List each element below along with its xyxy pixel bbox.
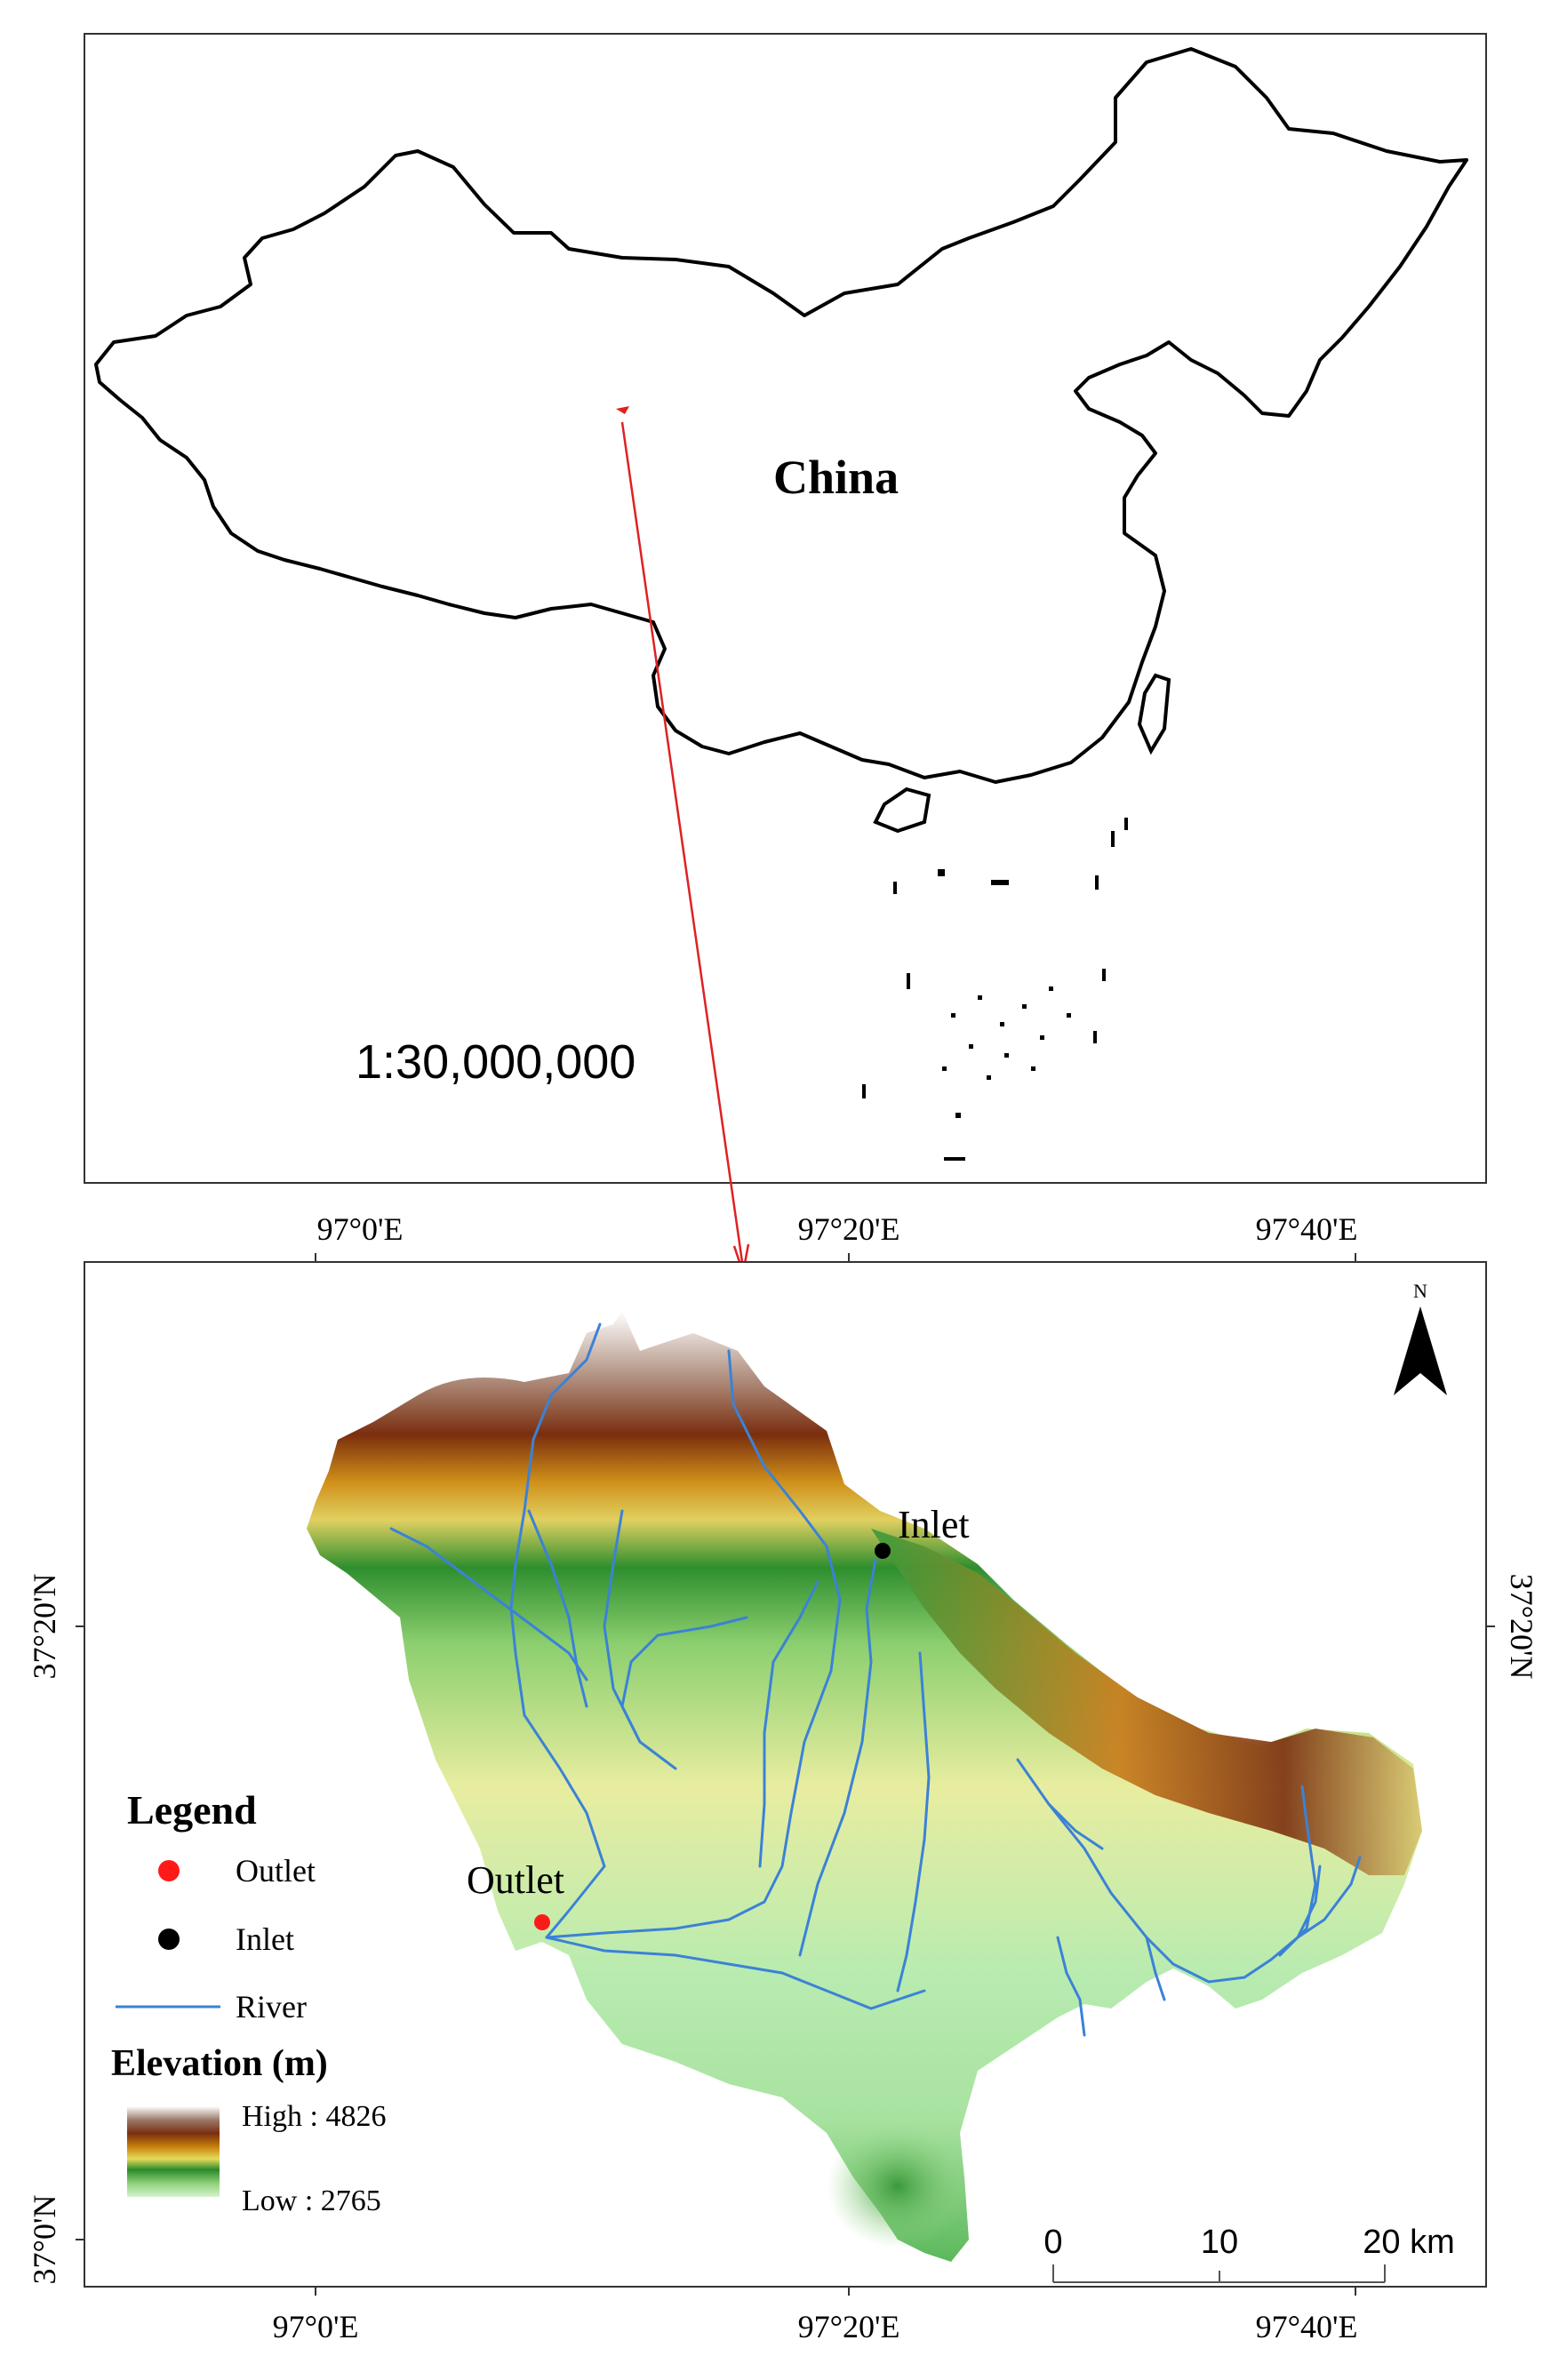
left-tick-label-2: 37°0'N — [27, 2195, 62, 2285]
eastern-ridge — [871, 1529, 1422, 1875]
scale-label-0: 0 — [1043, 2224, 1062, 2261]
taiwan-island — [1137, 673, 1171, 755]
inlet-label: Inlet — [898, 1503, 970, 1546]
river-network — [389, 1322, 1362, 2037]
basin-terrain — [307, 1311, 1422, 2262]
elevation-low-label: Low : 2765 — [242, 2184, 381, 2217]
bottom-tick-label-2: 97°20'E — [798, 2309, 900, 2344]
left-tick-label-1: 37°20'N — [27, 1574, 62, 1680]
legend-outlet-symbol — [158, 1860, 180, 1881]
china-outline — [94, 47, 1468, 784]
scale-label-10: 10 — [1201, 2224, 1238, 2261]
bottom-tick-label-3: 97°40'E — [1256, 2309, 1358, 2344]
outlet-point — [534, 1914, 550, 1930]
top-tick-label-3: 97°40'E — [1256, 1211, 1358, 1247]
elevation-ramp — [127, 2106, 220, 2197]
elevation-high-label: High : 4826 — [242, 2100, 386, 2133]
legend-inlet-label: Inlet — [236, 1921, 294, 1957]
north-arrow-icon — [1394, 1306, 1447, 1395]
scale-bar — [1052, 2264, 1386, 2283]
bottom-tick-label-1: 97°0'E — [273, 2309, 359, 2344]
hainan-island — [873, 787, 931, 834]
legend-symbols — [116, 1860, 220, 2197]
legend-outlet-label: Outlet — [236, 1853, 316, 1889]
legend-river-label: River — [236, 1989, 307, 2025]
south-china-sea-islands — [862, 818, 1128, 1161]
basin-location-marker — [616, 406, 629, 414]
china-label: China — [773, 451, 899, 504]
legend-inlet-symbol — [158, 1929, 180, 1950]
elevation-title: Elevation (m) — [111, 2043, 328, 2084]
graticule-ticks — [76, 1253, 1495, 2296]
top-tick-label-1: 97°0'E — [317, 1211, 404, 1247]
overview-scale-text: 1:30,000,000 — [356, 1035, 636, 1089]
legend-title: Legend — [127, 1787, 257, 1833]
southern-hills — [827, 2124, 969, 2248]
outlet-label: Outlet — [467, 1858, 564, 1902]
top-tick-label-2: 97°20'E — [798, 1211, 900, 1247]
overview-map — [84, 33, 1487, 1184]
inlet-point — [875, 1543, 891, 1559]
detail-map — [76, 1253, 1495, 2296]
north-label: N — [1413, 1280, 1427, 1302]
scale-label-20: 20 km — [1363, 2224, 1454, 2261]
right-tick-label-1: 37°20'N — [1504, 1574, 1539, 1680]
